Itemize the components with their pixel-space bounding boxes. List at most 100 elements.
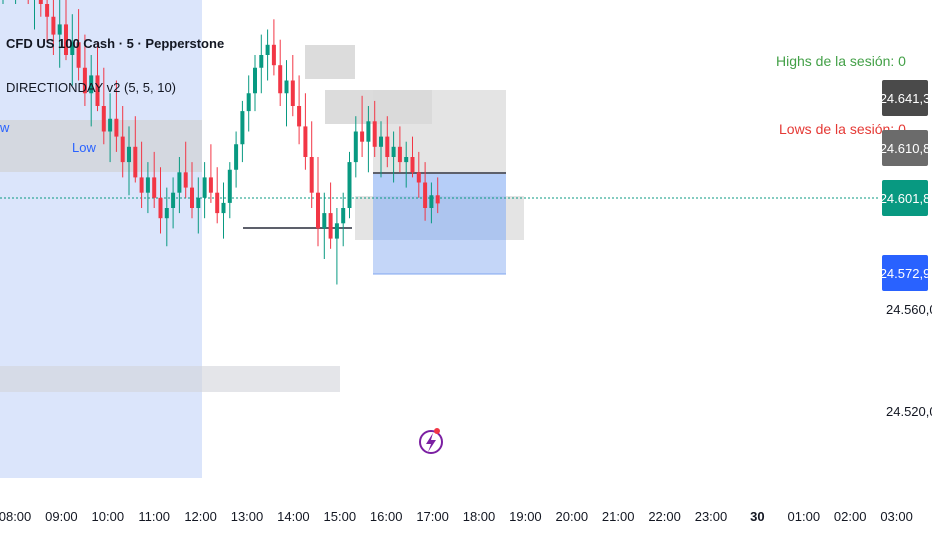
x-tick-label: 20:00	[556, 509, 589, 524]
candle-body	[158, 197, 163, 219]
y-axis: 24.560,0 24.520,0	[886, 302, 932, 419]
blue-zone-upper	[373, 174, 506, 240]
candle-body	[164, 208, 169, 219]
y-tick-label: 24.520,0	[886, 404, 932, 419]
candle-body	[385, 136, 390, 157]
candle-body	[64, 24, 68, 55]
candle-body	[133, 146, 138, 178]
w-label: w	[0, 120, 10, 135]
candle-body	[297, 106, 302, 127]
candle-body	[51, 16, 56, 35]
candle-body	[127, 146, 131, 163]
candle-body	[404, 157, 409, 163]
candle-body	[221, 202, 226, 214]
candle-body	[45, 4, 50, 17]
candle-body	[70, 42, 75, 55]
gray-zone-bottom	[0, 366, 340, 392]
candle-body	[183, 172, 188, 188]
candle-body	[284, 80, 289, 94]
candle-body	[366, 121, 371, 142]
x-axis: 08:00 09:00 10:00 11:00 12:00 13:00 14:00 15:00…	[0, 509, 913, 524]
gray-zone-top	[305, 45, 355, 79]
candle-body	[171, 192, 176, 208]
candle-body	[341, 208, 346, 224]
x-tick-label: 16:00	[370, 509, 403, 524]
x-tick-label: 09:00	[45, 509, 78, 524]
candle-body	[372, 121, 377, 147]
candle-body	[353, 131, 358, 163]
candle-body	[429, 195, 434, 208]
low-label: Low	[72, 140, 96, 155]
candle-body	[347, 162, 352, 208]
candle-body	[145, 177, 150, 193]
candle-body	[322, 213, 327, 229]
session-lows-text: Lows de la sesión: 0	[779, 121, 906, 137]
candle-body	[397, 146, 402, 163]
x-tick-label: 10:00	[92, 509, 125, 524]
x-tick-label: 14:00	[277, 509, 310, 524]
x-tick-label: 08:00	[0, 509, 31, 524]
x-tick-label: 22:00	[648, 509, 681, 524]
candle-body	[227, 169, 232, 203]
price-tag-2: 24.610,8	[880, 130, 930, 166]
candle-body	[360, 131, 365, 142]
gray-zone-right	[373, 90, 506, 174]
blue-zone-lower	[373, 240, 506, 274]
candle-body	[278, 65, 283, 94]
candle-body	[416, 172, 421, 183]
candle-body	[234, 144, 239, 170]
candle-body	[108, 118, 113, 132]
candle-body	[95, 75, 100, 106]
x-tick-label: 19:00	[509, 509, 542, 524]
x-tick-label: 23:00	[695, 509, 728, 524]
candle-body	[391, 146, 396, 157]
x-tick-label: 15:00	[324, 509, 357, 524]
symbol-title[interactable]: CFD US 100 Cash · 5 · Pepperstone	[6, 36, 225, 51]
candle-body	[101, 106, 106, 132]
x-tick-label: 02:00	[834, 509, 867, 524]
candle-body	[89, 75, 94, 94]
candle-body	[328, 213, 333, 239]
candle-body	[76, 42, 81, 68]
price-tag-zone: 24.572,9	[880, 255, 930, 291]
candle-body	[265, 44, 270, 55]
indicator-title[interactable]: DIRECTIONDAY v2 (5, 5, 10)	[6, 80, 177, 95]
candle-body	[196, 197, 201, 208]
candle-body	[423, 182, 428, 208]
candle-body	[259, 55, 264, 68]
session-highlight-band	[0, 0, 202, 478]
x-tick-label: 17:00	[416, 509, 449, 524]
candle-body	[120, 136, 125, 163]
candle-body	[215, 192, 220, 214]
x-tick-label: 18:00	[463, 509, 496, 524]
candle-body	[316, 192, 320, 229]
lightning-icon[interactable]	[419, 428, 443, 454]
candle-body	[334, 223, 339, 239]
candle-body	[38, 0, 43, 4]
candle-body	[309, 157, 314, 193]
candle-body	[152, 177, 157, 198]
x-tick-label: 12:00	[184, 509, 217, 524]
gray-zone-left	[0, 120, 202, 172]
y-tick-label: 24.560,0	[886, 302, 932, 317]
x-tick-label: 01:00	[788, 509, 821, 524]
candle-body	[139, 177, 144, 193]
candle-body	[57, 24, 62, 35]
candle-body	[114, 118, 119, 137]
candle-body	[82, 67, 87, 94]
x-tick-label: 11:00	[138, 509, 170, 524]
candle-body	[410, 157, 415, 173]
candle-body	[177, 172, 182, 193]
candle-body	[240, 111, 245, 145]
candle-body	[303, 126, 308, 157]
candle-body	[202, 177, 207, 198]
candles-group	[2, 0, 440, 285]
price-tag-1: 24.641,3	[880, 80, 930, 116]
x-tick-label: 03:00	[880, 509, 913, 524]
candle-body	[379, 136, 383, 147]
candle-body	[435, 195, 440, 204]
candle-body	[190, 187, 194, 208]
candle-body	[271, 44, 276, 66]
